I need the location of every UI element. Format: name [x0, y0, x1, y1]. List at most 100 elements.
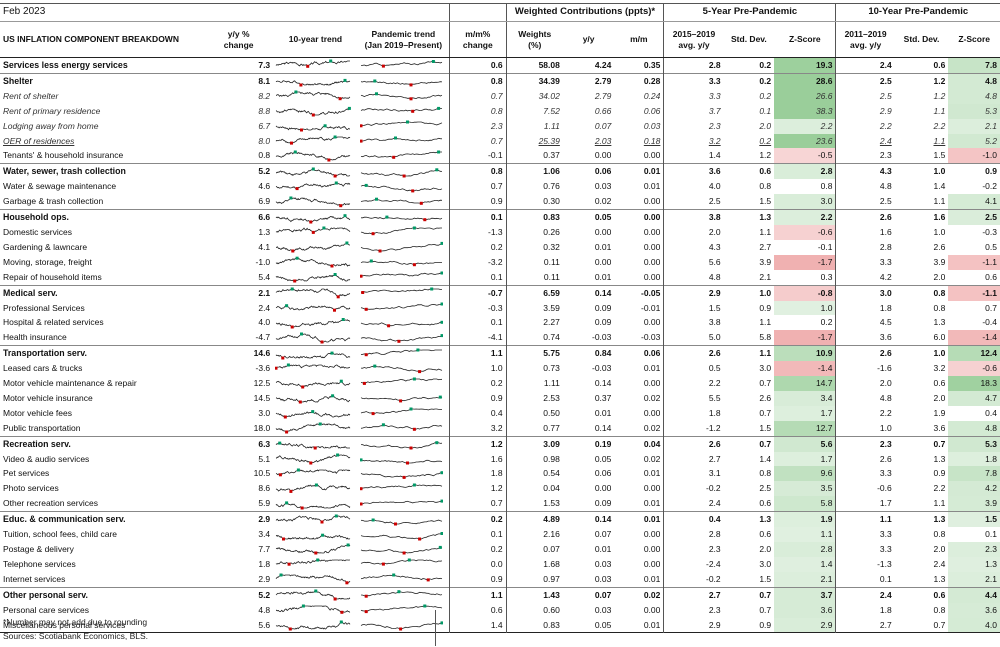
sparkline-min-marker	[327, 158, 331, 162]
pandemic-trend-cell	[358, 406, 450, 421]
pandemic-sparkline	[359, 483, 442, 491]
yy-change-cell: 5.2	[204, 163, 274, 180]
component-label: Health insurance	[3, 332, 67, 343]
sparkline-min-marker	[405, 461, 409, 465]
pandemic-trend-cell	[357, 57, 450, 74]
avg-5y-cell: 3.6	[663, 163, 724, 180]
std-10y-cell: 1.0	[933, 226, 946, 237]
sparkline-path	[275, 352, 351, 359]
std-10y-cell: 3.6	[933, 422, 946, 433]
weights-cell: 2.53	[505, 390, 563, 406]
yy-change-cell: 7.3	[204, 57, 274, 74]
sparkline-max-marker	[289, 196, 293, 200]
pandemic-trend-cell	[358, 119, 450, 134]
avg-10y-cell: 2.5	[835, 88, 895, 104]
mm-change-cell: 1.1	[448, 345, 507, 362]
weighted-yy-cell: 0.00	[594, 483, 612, 494]
weighted-mm-cell: 0.06	[614, 345, 664, 362]
sparkline-path	[360, 260, 442, 266]
zscore-5y-cell: 0.8	[820, 181, 833, 192]
std-5y-cell: 1.1	[723, 345, 775, 362]
sparkline-path	[360, 459, 442, 464]
sparkline-min-marker	[359, 502, 363, 506]
avg-10y-cell: 3.3	[835, 254, 895, 270]
sparkline-min-marker	[290, 141, 294, 145]
sparkline-max-marker	[373, 364, 377, 368]
trend-10y-sparkline	[275, 107, 352, 117]
yy-change-cell: 8.8	[258, 105, 271, 116]
zscore-5y-cell: -1.7	[774, 330, 836, 346]
sparkline-min-marker	[359, 124, 363, 128]
std-5y-cell: 2.0	[759, 544, 772, 554]
avg-5y-cell: 3.3	[663, 88, 724, 104]
pandemic-sparkline	[360, 107, 442, 113]
mm-change-cell: 0.1	[448, 269, 507, 286]
component-label: Tuition, school fees, child care	[3, 529, 118, 540]
weights-cell: 0.74	[505, 330, 563, 346]
std-10y-cell: 1.6	[894, 209, 949, 225]
component-label: Water, sewer, trash collection	[0, 163, 205, 180]
weighted-mm-cell: 0.00	[643, 271, 661, 282]
component-label: Public transportation	[3, 422, 81, 433]
avg-5y-cell: 2.3	[663, 542, 724, 557]
std-10y-cell: 1.0	[894, 345, 949, 362]
weights-cell: 0.54	[505, 466, 563, 482]
weighted-mm-cell: 0.00	[643, 241, 661, 252]
trend-10y-sparkline	[275, 59, 351, 69]
std-10y-cell: 0.7	[894, 435, 949, 452]
sparkline-path	[360, 605, 442, 613]
sparkline-max-marker	[435, 441, 439, 445]
zscore-5y-cell: 5.8	[774, 496, 836, 512]
sparkline-path	[360, 121, 442, 127]
std-10y-cell: 0.8	[933, 529, 946, 540]
yy-change-cell: -3.6	[255, 363, 271, 374]
trend-10y-sparkline	[275, 135, 351, 145]
std-10y-cell: 1.1	[933, 498, 946, 509]
zscore-10y-cell: 7.8	[948, 466, 1000, 482]
yy-change-cell: -4.7	[255, 332, 271, 343]
zscore-10y-cell: 4.8	[948, 72, 1000, 89]
table-row: Recreation serv. 6.3 1.2 3.09 0.19 0.04 2.6 0.7…	[0, 435, 1000, 452]
avg-10y-cell: 2.2	[835, 405, 895, 421]
component-label: Garbage & trash collection	[3, 196, 104, 207]
yy-change-cell: 14.6	[204, 345, 274, 362]
avg-10y-cell: 2.6	[835, 209, 895, 225]
pandemic-sparkline	[360, 407, 442, 416]
weighted-yy-cell: 0.06	[562, 163, 615, 180]
zscore-5y-cell: 9.6	[774, 466, 836, 482]
sparkline-path	[360, 151, 442, 158]
sparkline-min-marker	[364, 594, 368, 598]
component-label: Other personal serv.	[0, 586, 205, 603]
sparkline-min-marker	[412, 263, 416, 267]
table-row: OER of residences 8.0 0.7 25.39 2.03 0.18 3.2 0…	[0, 133, 1000, 149]
sparkline-min-marker	[320, 520, 324, 524]
sparkline-min-marker	[311, 231, 315, 235]
std-10y-cell: 1.2	[933, 90, 946, 101]
table-row: Pet services 10.5 1.8 0.54 0.06 0.01 3.1 0.8 9.6…	[0, 466, 1000, 482]
avg-5y-cell: 2.0	[663, 224, 724, 240]
sparkline-path	[360, 500, 442, 505]
zscore-10y-cell: 0.1	[985, 529, 997, 540]
trend-10y-sparkline	[276, 394, 351, 404]
weighted-yy-cell: 0.03	[594, 181, 612, 192]
std-10y-cell: 1.3	[933, 573, 946, 584]
avg-10y-cell: -1.3	[835, 556, 895, 572]
sparkline-min-marker	[359, 139, 363, 143]
table-row: Tenants' & household insurance 0.8 -0.1 0.3…	[0, 148, 1000, 164]
zscore-10y-cell: -1.1	[948, 284, 1000, 301]
zscore-10y-cell: -1.4	[948, 330, 1000, 346]
pandemic-trend-cell	[358, 179, 450, 194]
sparkline-min-marker	[291, 249, 295, 253]
sparkline-path	[275, 274, 351, 282]
weights-cell: 0.60	[505, 602, 563, 618]
sparkline-min-marker	[402, 174, 406, 178]
sparkline-path	[275, 484, 351, 492]
yy-change-cell: 8.0	[258, 135, 271, 146]
zscore-10y-cell: 18.3	[948, 376, 1000, 391]
sparkline-max-marker	[302, 604, 306, 608]
sparkline-min-marker	[410, 189, 414, 193]
yy-change-cell: 12.5	[253, 378, 271, 389]
std-5y-cell: 0.2	[723, 57, 775, 74]
sparkline-path	[276, 395, 351, 403]
